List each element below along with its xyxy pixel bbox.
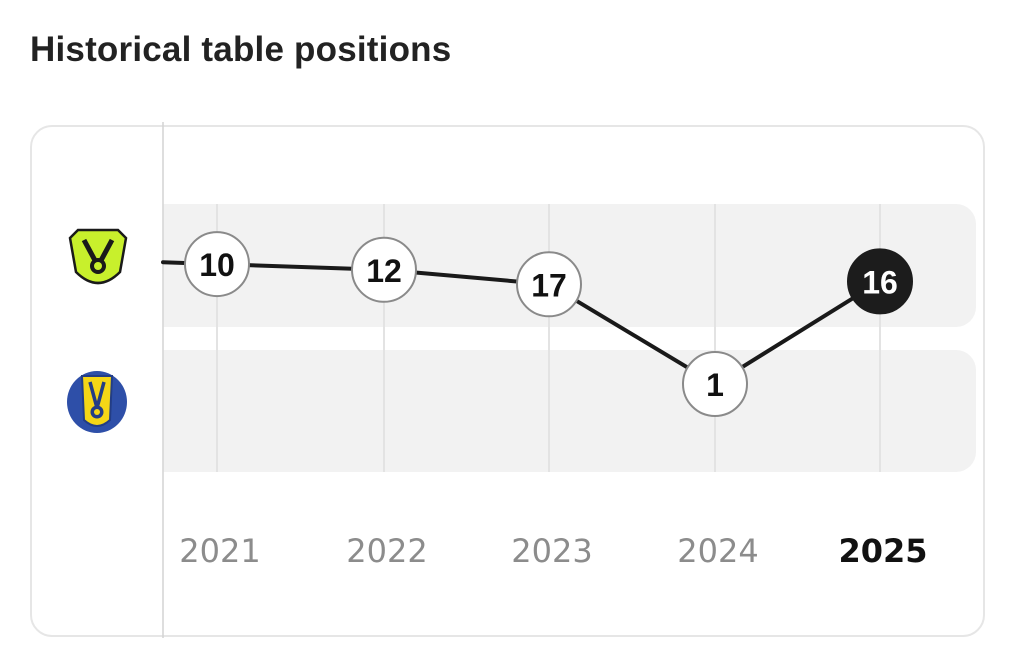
position-marker-circle bbox=[516, 251, 582, 318]
position-value-label: 1 bbox=[706, 367, 724, 403]
x-tick-label-2021: 2021 bbox=[179, 532, 260, 570]
position-marker-2021[interactable]: 10 bbox=[184, 231, 250, 298]
position-value-label: 12 bbox=[366, 253, 402, 289]
serie-b-badge-icon bbox=[67, 371, 127, 433]
position-marker-circle bbox=[847, 248, 913, 315]
position-marker-2023[interactable]: 17 bbox=[516, 251, 582, 318]
position-marker-circle bbox=[184, 231, 250, 298]
position-marker-2025[interactable]: 16 bbox=[847, 248, 913, 315]
x-tick-label-2022: 2022 bbox=[346, 532, 427, 570]
x-tick-label-2025: 2025 bbox=[838, 532, 927, 570]
position-marker-2024[interactable]: 1 bbox=[682, 351, 748, 417]
position-marker-circle bbox=[351, 236, 417, 303]
position-value-label: 10 bbox=[199, 247, 235, 283]
position-marker-2022[interactable]: 12 bbox=[351, 236, 417, 303]
league-bands bbox=[163, 204, 976, 472]
x-axis-labels: 2021 2022 2023 2024 2025 bbox=[179, 532, 927, 570]
x-tick-label-2023: 2023 bbox=[511, 532, 592, 570]
position-value-label: 17 bbox=[531, 267, 567, 303]
position-value-label: 16 bbox=[862, 264, 898, 300]
position-markers: 10 12 17 1 16 bbox=[184, 231, 913, 417]
league-band-serie-b bbox=[163, 350, 976, 472]
page-title: Historical table positions bbox=[30, 30, 452, 69]
league-band-edge bbox=[163, 350, 193, 472]
serie-a-badge-icon bbox=[68, 228, 128, 285]
x-tick-label-2024: 2024 bbox=[677, 532, 758, 570]
position-marker-circle bbox=[682, 351, 748, 417]
